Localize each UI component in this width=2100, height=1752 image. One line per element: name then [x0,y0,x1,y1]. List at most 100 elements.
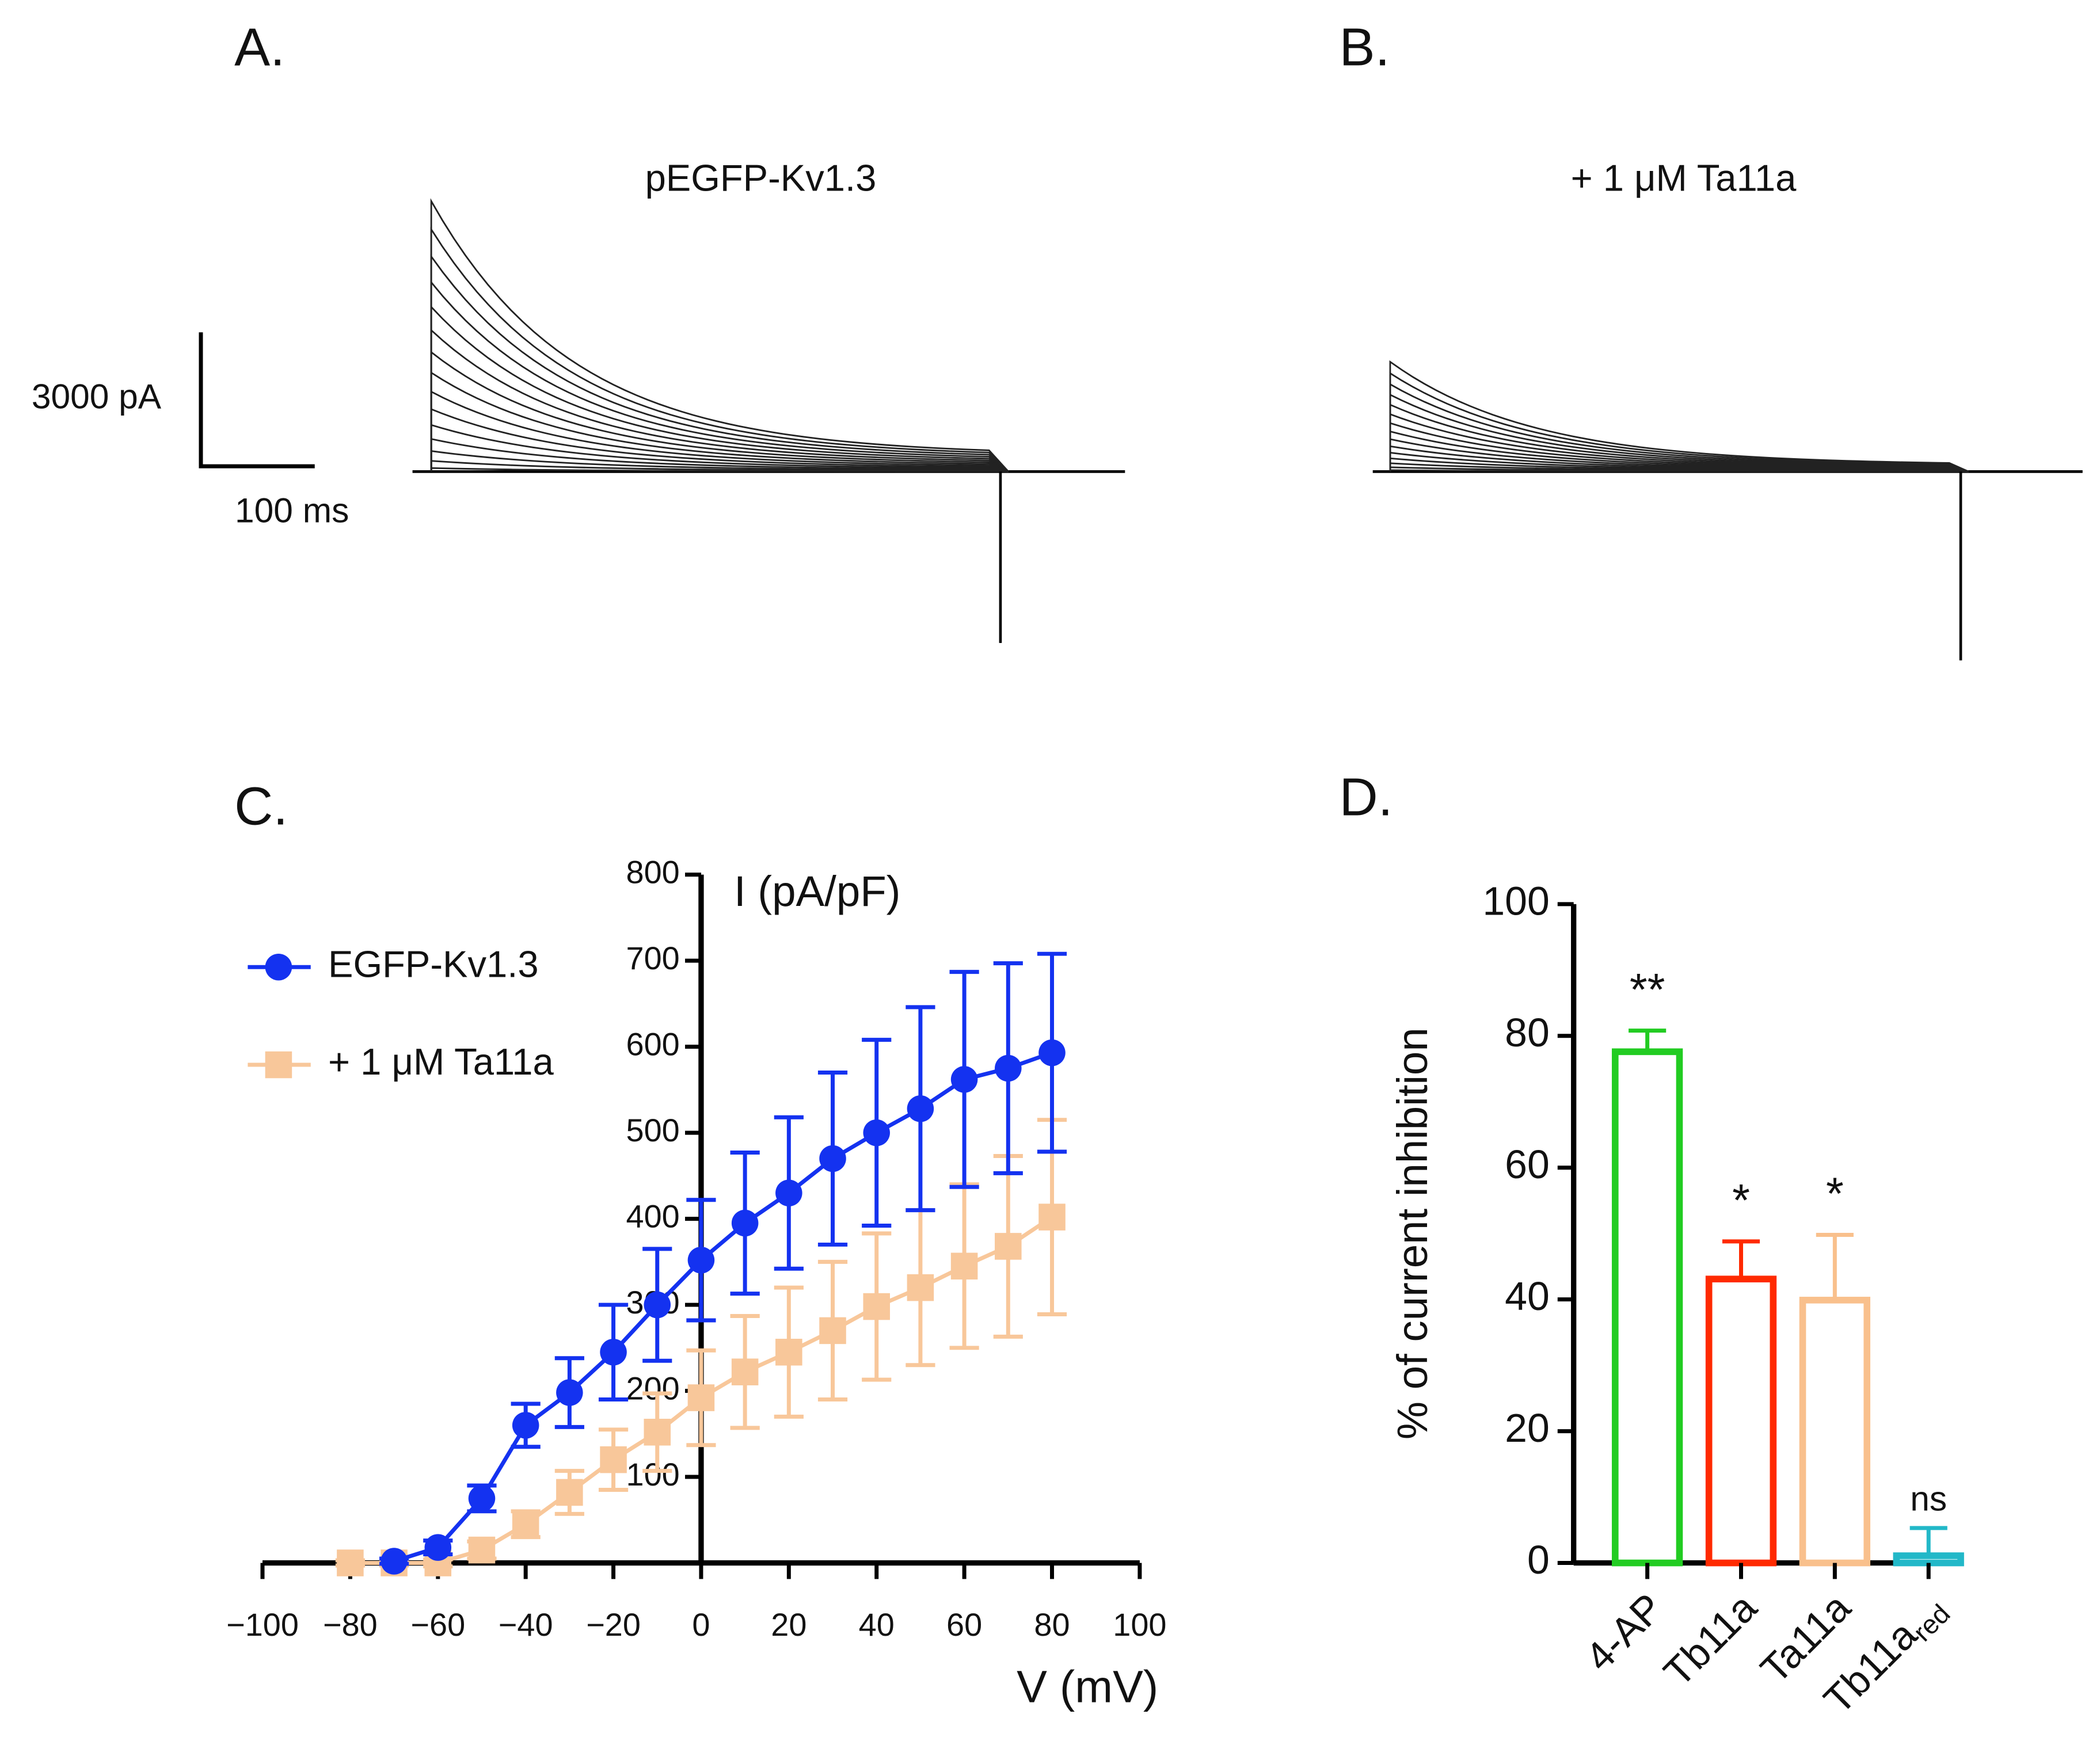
annotation: * [1826,1168,1844,1219]
point [775,1339,802,1366]
trace [430,198,1009,473]
panel-title: pEGFP-Kv1.3 [645,157,877,199]
trace [430,328,1009,473]
point [687,1247,715,1274]
trace [430,437,1009,473]
x-tick-label: 100 [1113,1606,1166,1643]
point [731,1209,759,1237]
error-bar [1629,1029,1667,1049]
panel-label: A. [234,17,285,77]
trace [430,371,1009,473]
y-tick-label: 200 [626,1370,680,1406]
y-tick-label: 600 [626,1026,680,1062]
point [1038,1203,1066,1231]
point [950,1066,978,1093]
legend-marker [265,1051,292,1079]
bar [1893,1552,1964,1567]
trace [1389,383,1969,473]
error-bar [1816,1232,1854,1298]
y-tick-label: 100 [626,1456,680,1492]
trace [430,226,1009,473]
point [644,1419,671,1446]
error-bar [1909,1526,1947,1553]
point [775,1179,802,1207]
bar [1611,1048,1683,1567]
trace [1389,360,1969,473]
category-label: Tb11a [1655,1585,1766,1696]
y-tick-label: 80 [1505,1010,1550,1055]
trace [430,304,1009,473]
annotation: * [1732,1175,1750,1226]
point [468,1485,496,1512]
y-tick-label: 20 [1505,1406,1550,1450]
point [381,1548,408,1575]
point [863,1119,890,1147]
scale-bar [199,332,315,469]
panel-label: B. [1340,17,1390,77]
point [687,1384,715,1411]
error-bar [1722,1239,1760,1277]
legend-label: EGFP-Kv1.3 [328,943,539,985]
point [1038,1039,1066,1067]
x-tick-label: −80 [323,1606,378,1643]
trace [430,390,1009,473]
x-tick-label: 0 [692,1606,710,1643]
y-tick-label: 700 [626,940,680,976]
trace [430,280,1009,473]
point [995,1233,1022,1260]
trace [1389,372,1969,473]
point [731,1358,759,1385]
series-line [393,1050,1053,1563]
point [907,1095,934,1122]
point [337,1549,364,1576]
trace [430,450,1009,473]
point [600,1446,627,1473]
scale-label: 3000 pA [32,377,162,416]
x-tick-label: −100 [226,1606,299,1643]
y-axis-label: I (pA/pF) [734,867,901,915]
point [819,1317,846,1345]
y-tick-label: 60 [1505,1142,1550,1187]
x-axis-label: V (mV) [1017,1660,1158,1712]
panel-label: C. [234,776,288,836]
x-tick-label: −40 [499,1606,553,1643]
panel-label: D. [1340,767,1393,827]
x-tick-label: 80 [1034,1606,1070,1643]
trace [430,254,1009,473]
point [556,1379,583,1406]
x-tick-label: Tb11a [1655,1585,1766,1696]
trace [430,407,1009,473]
point [819,1145,846,1172]
trace [1389,422,1969,473]
panel-title: + 1 μM Ta11a [1571,157,1797,199]
point [424,1534,452,1561]
y-axis-label: % of current inhibition [1388,1027,1436,1439]
trace [1389,393,1969,473]
y-tick-label: 40 [1505,1274,1550,1319]
x-tick-label: 40 [859,1606,895,1643]
point [863,1293,890,1320]
point [512,1510,539,1538]
trace [1389,413,1969,473]
point [950,1252,978,1280]
y-tick-label: 500 [626,1112,680,1148]
annotation: ns [1910,1479,1947,1518]
trace [430,424,1009,473]
x-tick-label: −20 [586,1606,641,1643]
trace [430,351,1009,473]
scale-label: 100 ms [235,490,349,530]
point [644,1291,671,1319]
y-tick-label: 100 [1482,878,1549,923]
y-tick-label: 0 [1527,1537,1550,1582]
point [600,1339,627,1366]
legend-label: + 1 μM Ta11a [328,1041,554,1083]
point [907,1274,934,1301]
x-tick-label: 60 [946,1606,982,1643]
trace [430,460,1009,473]
x-tick-label: −60 [410,1606,465,1643]
x-tick-label: 20 [771,1606,806,1643]
bar [1705,1275,1777,1567]
bar [1799,1297,1870,1567]
point [995,1054,1022,1082]
